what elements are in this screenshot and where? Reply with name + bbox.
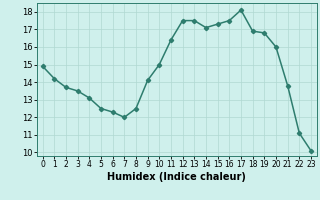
X-axis label: Humidex (Indice chaleur): Humidex (Indice chaleur): [108, 172, 246, 182]
